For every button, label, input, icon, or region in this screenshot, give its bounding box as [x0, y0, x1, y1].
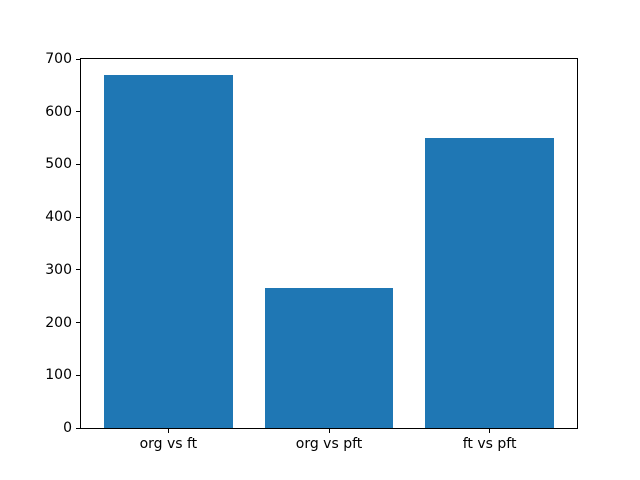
plot-area: 0 100 200 300 400 500 600 700 org vs ft org vs pf… — [45, 51, 578, 452]
y-axis-tick-label: 600 — [45, 103, 72, 120]
y-axis-tick-mark — [76, 216, 80, 218]
y-axis-tick-mark — [76, 322, 80, 324]
y-axis-tick-mark — [76, 427, 80, 429]
bar-ft-vs-pft — [425, 138, 554, 428]
y-axis-tick-mark — [76, 269, 80, 271]
y-axis-tick-label: 200 — [45, 314, 72, 331]
y-axis-tick-label: 0 — [63, 420, 72, 436]
y-axis-tick-mark — [76, 374, 80, 376]
y-axis-tick-label: 300 — [45, 261, 72, 278]
y-axis-tick-mark — [76, 111, 80, 113]
x-axis-tick-mark — [328, 429, 330, 433]
x-axis-tick-label: org vs pft — [295, 436, 363, 452]
y-axis-tick-label: 700 — [45, 51, 72, 67]
x-axis-tick-label: ft vs pft — [462, 436, 517, 452]
x-axis-tick-mark — [489, 429, 491, 433]
y-axis-tick-label: 100 — [45, 367, 72, 384]
x-axis-tick-mark — [167, 429, 169, 433]
y-axis-tick-label: 400 — [45, 209, 72, 226]
x-axis-tick-label: org vs ft — [139, 436, 198, 452]
bar-org-vs-pft — [264, 288, 394, 428]
bar-org-vs-ft — [104, 74, 233, 428]
y-axis-tick-mark — [76, 58, 80, 60]
y-axis-tick-mark — [76, 163, 80, 165]
y-axis-tick-label: 500 — [45, 156, 72, 173]
